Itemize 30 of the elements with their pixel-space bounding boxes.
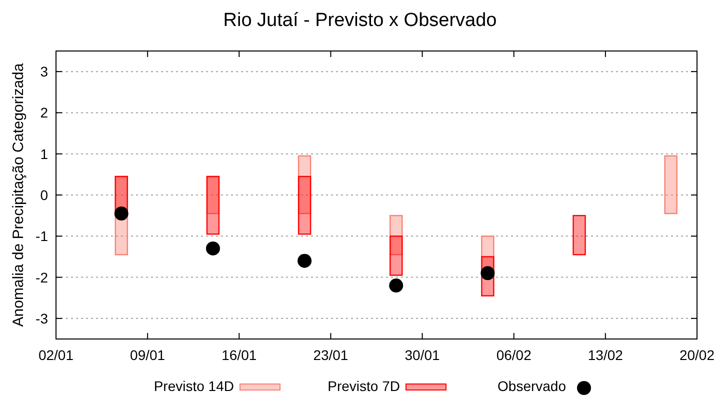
legend-label: Previsto 14D — [154, 378, 234, 394]
bar — [572, 214, 586, 256]
x-tick-label: 02/01 — [38, 347, 74, 363]
x-tick-label: 20/02 — [679, 347, 715, 363]
bar — [664, 155, 678, 214]
chart-title: Rio Jutaí - Previsto x Observado — [223, 10, 497, 31]
legend-label: Observado — [498, 378, 566, 394]
x-tick-label: 13/02 — [588, 347, 624, 363]
x-tick-label: 16/01 — [222, 347, 257, 363]
x-tick-label: 23/01 — [313, 347, 348, 363]
x-tick-label: 09/01 — [130, 347, 166, 363]
point — [480, 266, 495, 280]
x-tick-label: 06/02 — [496, 347, 532, 363]
point — [206, 241, 220, 256]
bar — [298, 176, 312, 235]
y-tick-label: 2 — [40, 104, 48, 121]
point — [114, 206, 128, 221]
y-axis-title: Anomalia de Precipitação Categorizada — [10, 62, 27, 327]
y-tick-label: -1 — [36, 228, 48, 244]
y-tick-label: -2 — [36, 269, 48, 286]
y-tick-label: 0 — [40, 187, 48, 203]
bar — [390, 236, 403, 276]
point — [298, 254, 312, 268]
legend-label: Previsto 7D — [328, 378, 400, 394]
x-tick-label: 30/01 — [404, 347, 440, 363]
point — [389, 278, 404, 293]
y-tick-label: 3 — [40, 64, 48, 80]
bar — [206, 176, 220, 235]
y-tick-label: 1 — [40, 146, 48, 162]
y-tick-label: -3 — [36, 310, 48, 326]
